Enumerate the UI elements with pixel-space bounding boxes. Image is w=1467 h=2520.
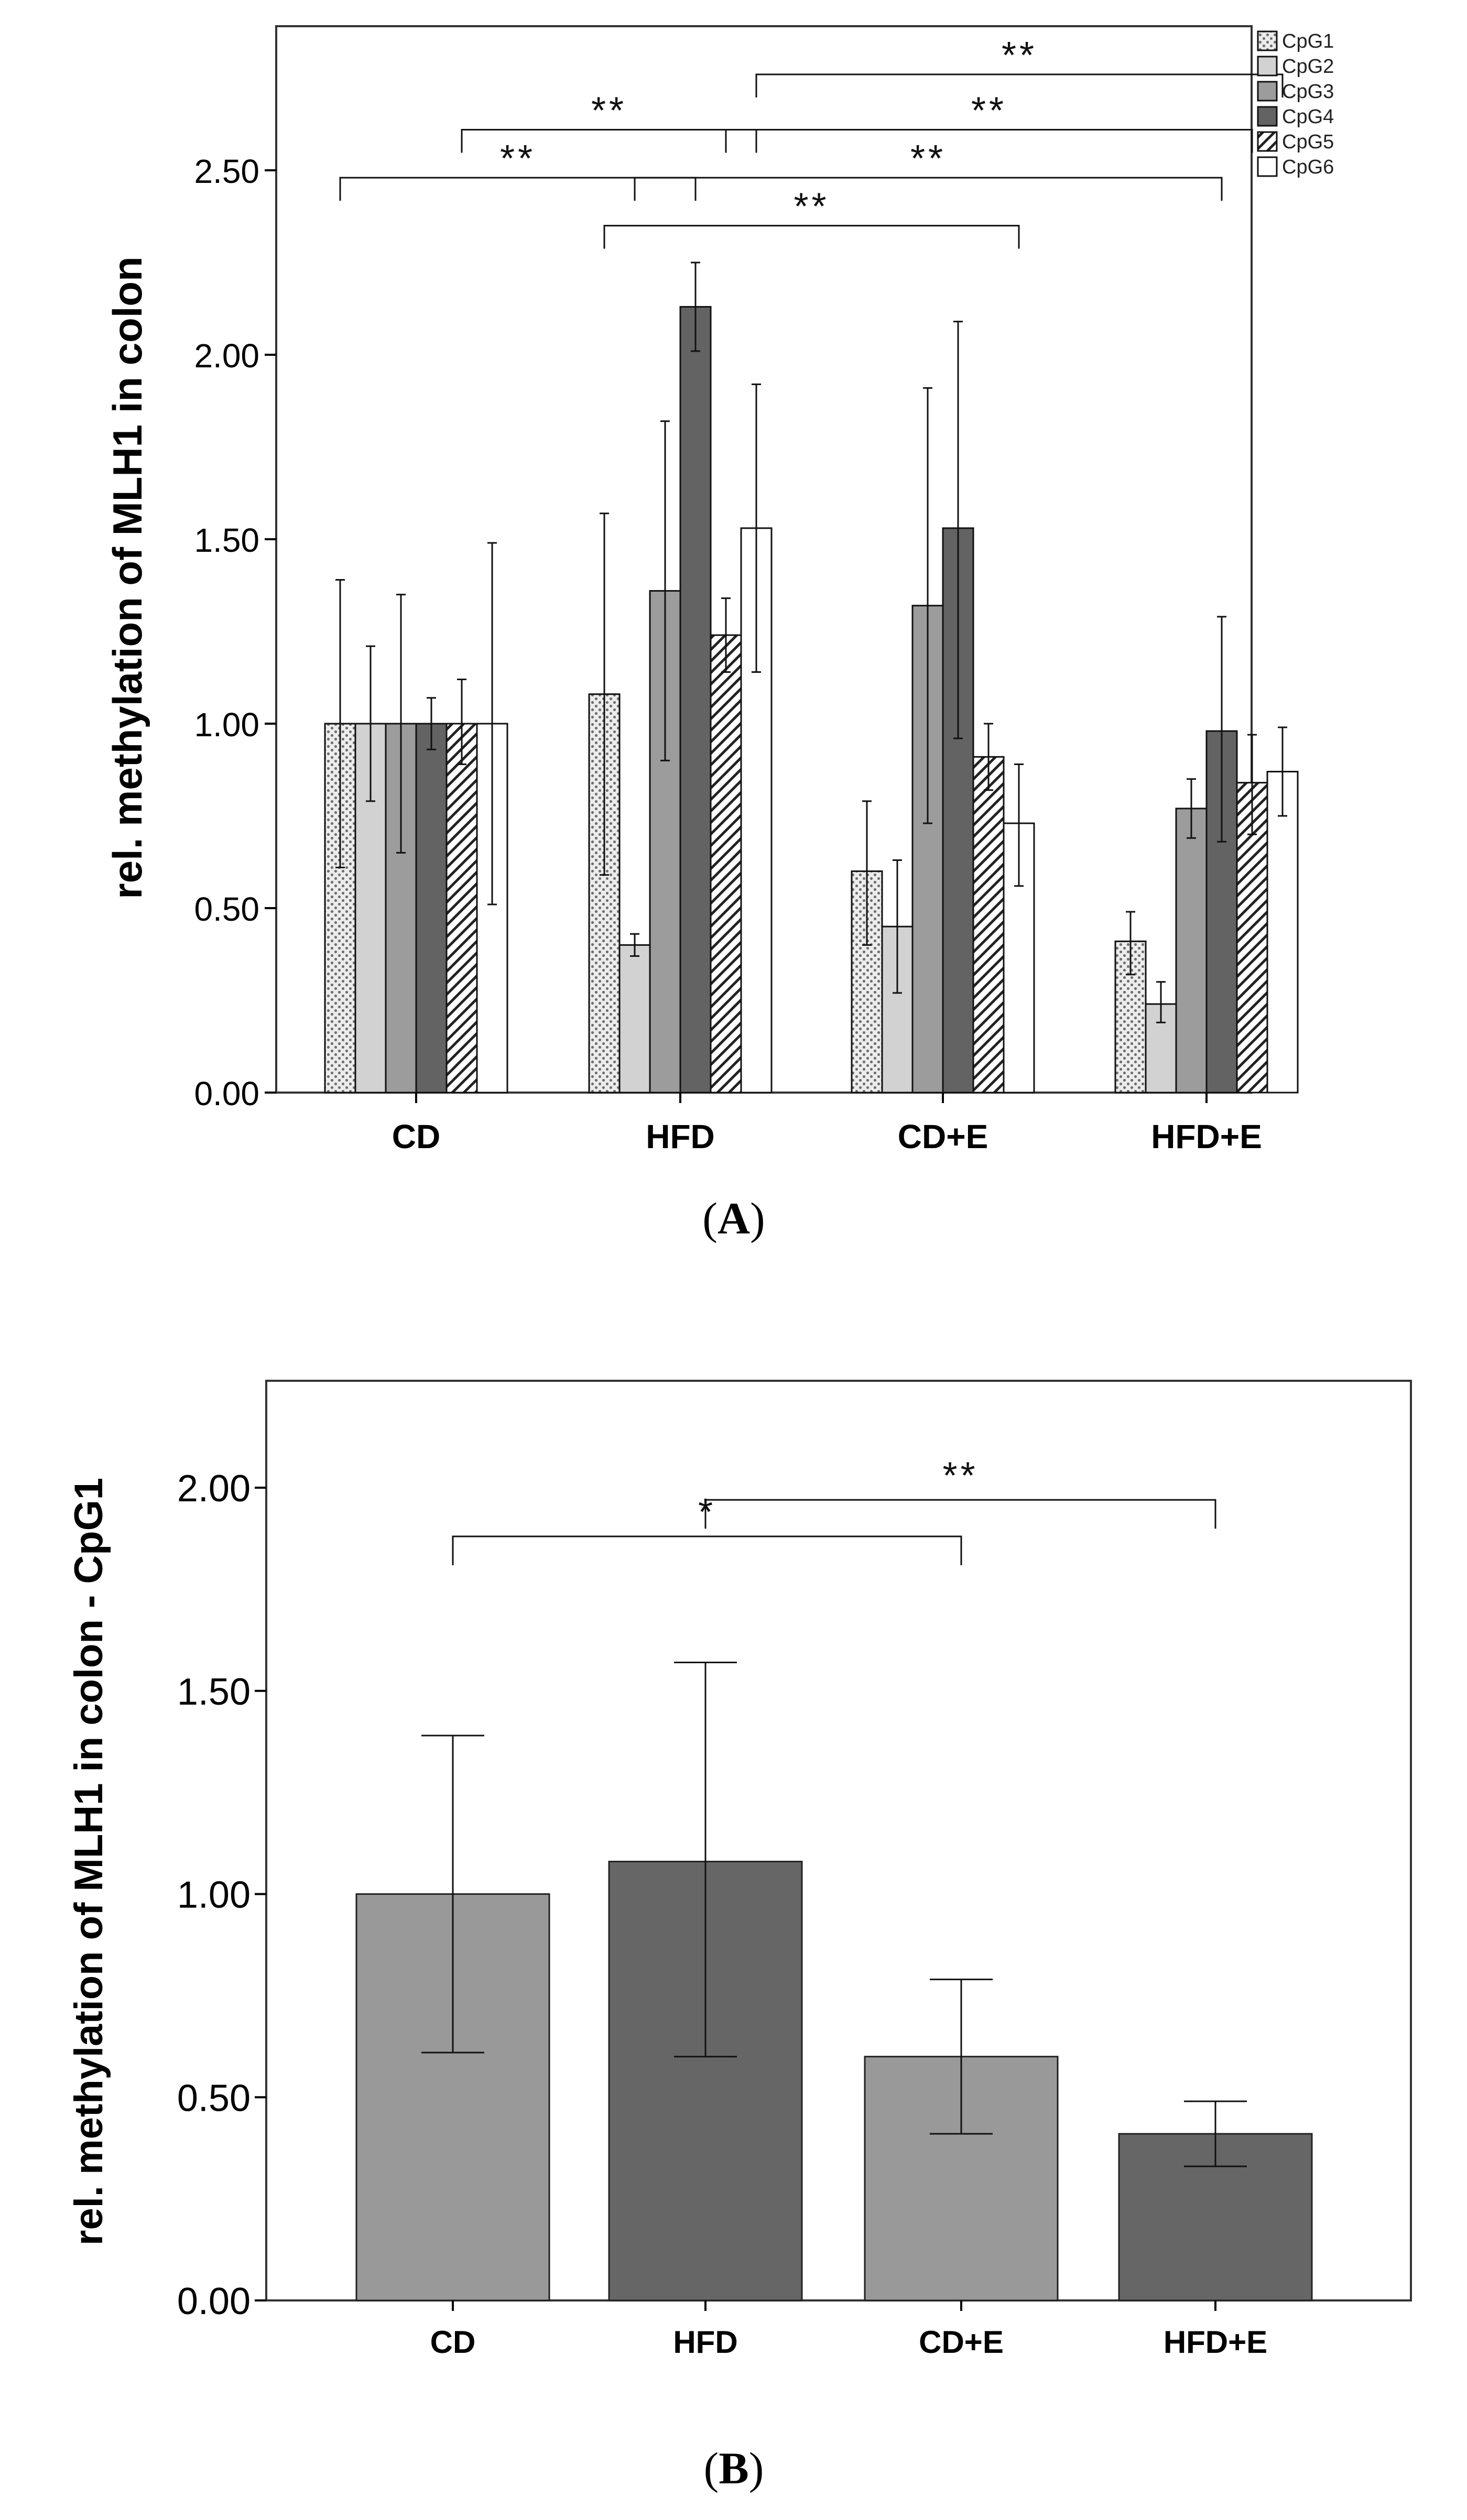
legend-swatch-cpg1 — [1257, 30, 1278, 51]
x-tick-label: CD+E — [898, 1118, 988, 1155]
significance-bracket — [452, 1535, 962, 1566]
significance-bracket — [725, 129, 1253, 153]
y-tick-label: 1.00 — [177, 1874, 251, 1916]
bar-hfd-plus-e — [1118, 2133, 1313, 2301]
legend-swatch-cpg2 — [1257, 56, 1278, 77]
legend-label-cpg3: CpG3 — [1282, 81, 1334, 103]
significance-label: ** — [794, 186, 829, 228]
significance-bracket — [704, 1499, 1216, 1529]
y-tick-label: 0.50 — [194, 890, 259, 928]
significance-bracket — [755, 73, 1284, 97]
bar-cpg5 — [445, 723, 478, 1094]
y-tick-label: 1.50 — [194, 521, 259, 559]
y-tick-label: 0.00 — [194, 1075, 259, 1112]
x-tick-label: HFD+E — [1164, 2325, 1267, 2360]
significance-label: ** — [942, 1455, 978, 1497]
significance-bracket — [634, 177, 1223, 201]
legend-label-cpg5: CpG5 — [1282, 131, 1334, 153]
x-tick-label: CD — [392, 1118, 440, 1155]
y-tick-label: 1.00 — [194, 706, 259, 744]
legend-swatch-cpg5 — [1257, 131, 1278, 152]
significance-label: ** — [1002, 35, 1037, 77]
y-tick-label: 2.00 — [177, 1468, 251, 1510]
legend-label-cpg4: CpG4 — [1282, 106, 1334, 128]
bar-cpg4 — [415, 723, 448, 1094]
bar-cpg4 — [679, 306, 712, 1094]
significance-bracket — [339, 177, 697, 201]
y-axis-title: rel. methylation of MLH1 in colon — [104, 256, 150, 899]
x-tick-label: CD+E — [919, 2325, 1004, 2360]
y-tick-label: 2.50 — [194, 152, 259, 190]
x-tick-label: HFD — [673, 2325, 737, 2360]
x-tick-label: HFD — [646, 1118, 715, 1155]
bar-cpg2 — [618, 944, 651, 1094]
panel-label-b: (B) — [703, 2443, 764, 2493]
bar-cpg5 — [972, 756, 1005, 1094]
significance-bracket — [461, 129, 757, 153]
legend-label-cpg6: CpG6 — [1282, 156, 1334, 178]
y-tick-label: 0.00 — [177, 2281, 251, 2322]
y-tick-label: 0.50 — [177, 2077, 251, 2119]
chart-a: 0.00 0.50 1.00 1.50 2.00 2.50 CD HFD CD+E HFD+E **… — [104, 25, 1334, 1155]
x-tick-label: HFD+E — [1151, 1118, 1262, 1155]
significance-label: ** — [910, 138, 946, 180]
bar-cpg3 — [1175, 808, 1208, 1094]
bar-cpg5 — [710, 634, 742, 1094]
y-tick-label: 1.50 — [177, 1671, 251, 1713]
significance-label: ** — [971, 90, 1007, 132]
legend-swatch-cpg4 — [1257, 106, 1278, 127]
significance-label: ** — [591, 90, 627, 132]
panel-label-a: (A) — [702, 1193, 765, 1243]
significance-bracket — [603, 225, 1020, 249]
legend-swatch-cpg6 — [1257, 156, 1278, 177]
legend-swatch-cpg3 — [1257, 81, 1278, 102]
y-axis-title: rel. methylation of MLH1 in colon - CpG1 — [67, 1478, 111, 2245]
legend-label-cpg2: CpG2 — [1282, 56, 1334, 78]
x-tick-label: CD — [430, 2325, 476, 2360]
bar-cpg6 — [1266, 771, 1299, 1094]
y-tick-label: 2.00 — [194, 337, 259, 375]
significance-label: * — [698, 1491, 716, 1533]
legend-label-cpg1: CpG1 — [1282, 30, 1334, 52]
significance-label: ** — [500, 138, 536, 180]
